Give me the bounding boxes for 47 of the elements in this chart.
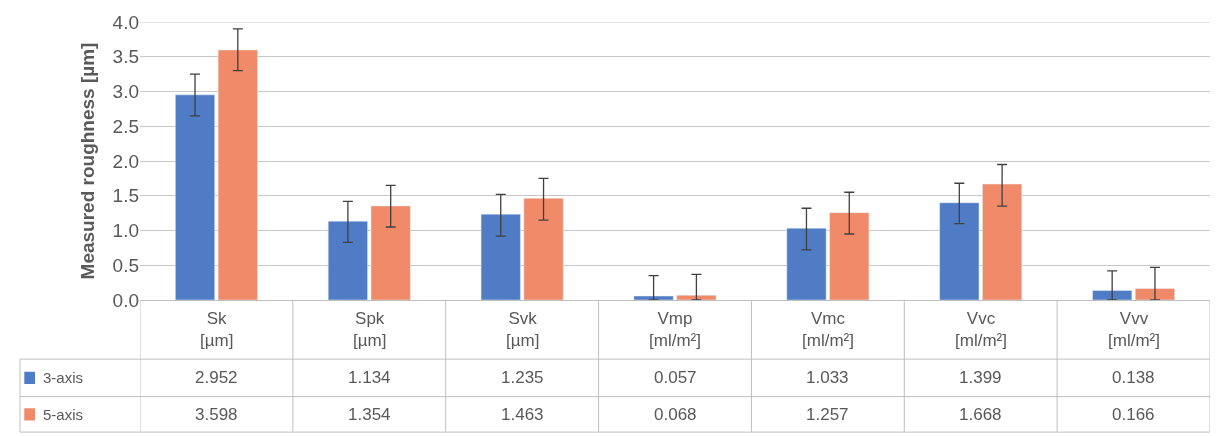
y-tick-label: 3.5 xyxy=(112,46,139,68)
data-label: 0.166 xyxy=(1112,405,1155,424)
y-tick-label: 0.5 xyxy=(112,254,139,276)
bar xyxy=(370,205,411,300)
x-tick-label: Vvv [ml/m²] xyxy=(1108,309,1160,351)
y-tick-label: 2.0 xyxy=(112,150,139,172)
data-label: 0.068 xyxy=(654,405,697,424)
data-label: 3.598 xyxy=(195,405,238,424)
y-tick-label: 3.0 xyxy=(112,81,139,103)
x-tick-label: Sk [µm] xyxy=(200,309,234,351)
bar xyxy=(217,49,258,300)
data-label: 1.463 xyxy=(501,405,544,424)
y-tick-label: 4.0 xyxy=(112,11,139,33)
data-label: 1.399 xyxy=(959,368,1002,387)
y-tick-label: 2.5 xyxy=(112,115,139,137)
bar xyxy=(480,213,521,300)
data-label: 0.057 xyxy=(654,368,697,387)
x-tick-label: Vmc [ml/m²] xyxy=(802,309,854,351)
bar xyxy=(829,212,870,300)
bar xyxy=(633,295,674,300)
bar xyxy=(939,202,980,300)
x-tick-label: Spk [µm] xyxy=(353,309,387,351)
data-label: 2.952 xyxy=(195,368,238,387)
bar xyxy=(676,295,717,300)
y-tick-label: 1.0 xyxy=(112,220,139,242)
data-label: 1.033 xyxy=(806,368,849,387)
x-tick-label: Vvc [ml/m²] xyxy=(955,309,1007,351)
data-label: 1.257 xyxy=(806,405,849,424)
data-label: 1.354 xyxy=(348,405,391,424)
data-label: 1.235 xyxy=(501,368,544,387)
y-tick-label: 0.0 xyxy=(112,289,139,311)
bar xyxy=(523,198,564,300)
bar xyxy=(327,220,368,300)
bar xyxy=(1135,288,1175,300)
bar xyxy=(175,94,215,300)
legend-label: 5-axis xyxy=(43,406,84,423)
x-tick-label: Svk [µm] xyxy=(506,309,540,351)
y-tick-label: 1.5 xyxy=(112,185,139,207)
x-tick-label: Vmp [ml/m²] xyxy=(649,309,701,351)
data-label: 1.134 xyxy=(348,368,391,387)
bar xyxy=(1092,290,1133,300)
bar xyxy=(786,227,827,300)
data-label: 1.668 xyxy=(959,405,1002,424)
data-label: 0.138 xyxy=(1112,368,1155,387)
bar xyxy=(982,183,1023,300)
legend-label: 3-axis xyxy=(43,369,84,386)
y-axis-title: Measured roughness [µm] xyxy=(77,42,99,280)
